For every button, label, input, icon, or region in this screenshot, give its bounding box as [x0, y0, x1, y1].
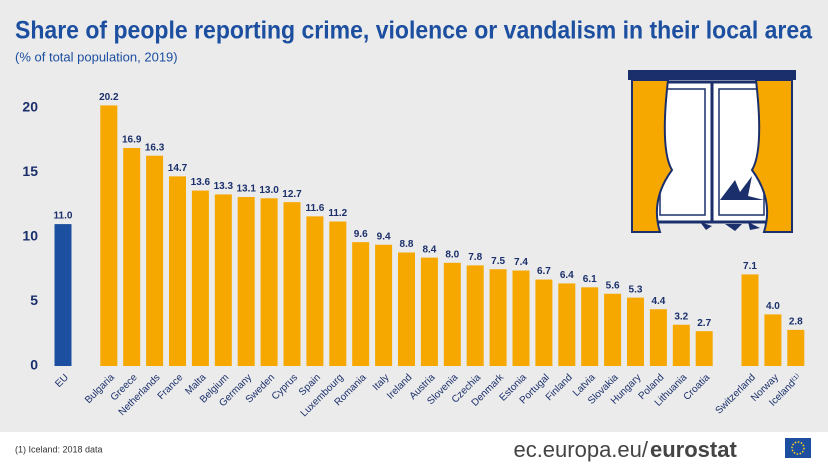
chart-title: Share of people reporting crime, violenc… [15, 17, 813, 45]
bar [512, 270, 530, 366]
value-label: 7.1 [743, 261, 757, 272]
value-label: 8.4 [422, 244, 436, 255]
eu-flag [785, 438, 811, 458]
value-label: 16.9 [122, 135, 142, 146]
value-label: 6.4 [560, 270, 574, 281]
bar [672, 324, 690, 366]
value-label: 13.1 [236, 184, 256, 195]
value-label: 13.0 [259, 185, 279, 196]
value-label: 8.0 [445, 249, 459, 260]
value-label: 11.0 [54, 211, 73, 222]
value-label: 11.2 [328, 208, 347, 219]
y-tick-label: 15 [22, 163, 38, 179]
footnote: (1) Iceland: 2018 data [15, 444, 103, 454]
value-label: 16.3 [145, 142, 165, 153]
eu-flag-stars [791, 441, 805, 455]
bar [260, 198, 278, 366]
value-label: 9.6 [354, 229, 368, 240]
value-label: 13.3 [214, 181, 234, 192]
bar [741, 274, 759, 366]
value-label: 7.4 [514, 257, 528, 268]
bar [352, 242, 370, 366]
value-label: 12.7 [282, 189, 302, 200]
value-label: 4.0 [766, 301, 780, 312]
bar [283, 202, 301, 366]
bar [489, 269, 507, 366]
y-tick-label: 20 [22, 99, 38, 115]
source: ec.europa.eu/ [513, 437, 648, 462]
value-label: 3.2 [674, 311, 688, 322]
bar [558, 283, 576, 366]
bar [54, 224, 72, 366]
window-illustration [628, 70, 796, 233]
bar [627, 297, 644, 366]
bar [604, 293, 622, 366]
value-label: 2.7 [697, 318, 711, 329]
y-tick-label: 10 [22, 228, 38, 244]
value-label: 6.1 [583, 274, 597, 285]
value-label: 7.8 [468, 252, 482, 263]
value-label: 4.4 [651, 296, 665, 307]
bar [123, 147, 141, 366]
bar [535, 279, 553, 366]
bar [787, 329, 805, 366]
bar [581, 287, 599, 366]
bar [466, 265, 484, 366]
bar [191, 190, 209, 366]
bar [420, 257, 438, 366]
bar [329, 221, 347, 366]
bar [214, 194, 232, 366]
value-label: 9.4 [377, 231, 391, 242]
bar [398, 252, 415, 366]
value-label: 20.2 [99, 92, 119, 103]
bar [306, 216, 324, 366]
bar [146, 155, 164, 366]
bar [237, 197, 255, 366]
value-label: 2.8 [789, 317, 803, 328]
value-label: 5.3 [629, 284, 643, 295]
value-label: 14.7 [168, 163, 188, 174]
bar [169, 176, 186, 366]
source-brand: eurostat [650, 437, 737, 462]
bar [649, 309, 667, 366]
bar [764, 314, 782, 366]
chart-subtitle: (% of total population, 2019) [15, 49, 178, 64]
bar [375, 244, 393, 366]
bar [695, 331, 713, 366]
bar [100, 105, 118, 367]
y-tick-label: 0 [30, 357, 38, 373]
y-tick-label: 5 [30, 292, 38, 308]
value-label: 11.6 [305, 203, 324, 214]
bar [443, 262, 461, 366]
value-label: 7.5 [491, 256, 505, 267]
value-label: 6.7 [537, 266, 551, 277]
value-label: 13.6 [191, 177, 211, 188]
value-label: 5.6 [606, 280, 620, 291]
value-label: 8.8 [400, 239, 414, 250]
